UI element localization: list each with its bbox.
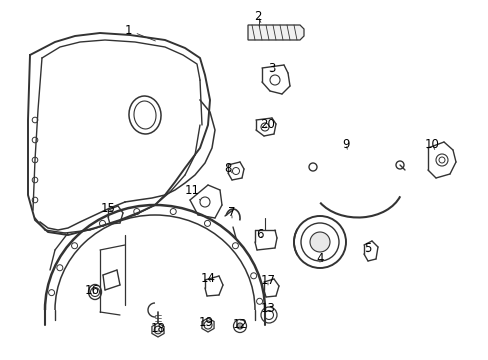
Text: 9: 9 (342, 138, 349, 150)
Circle shape (237, 323, 243, 329)
Text: 19: 19 (198, 315, 213, 328)
Text: 7: 7 (228, 207, 235, 220)
Text: 1: 1 (124, 23, 155, 41)
Circle shape (309, 232, 329, 252)
Text: 18: 18 (150, 321, 165, 334)
Text: 2: 2 (254, 9, 261, 22)
Text: 4: 4 (316, 252, 323, 265)
Text: 20: 20 (260, 117, 275, 130)
Polygon shape (247, 25, 304, 40)
Text: 5: 5 (364, 242, 371, 255)
Text: 6: 6 (256, 228, 263, 240)
Text: 17: 17 (260, 274, 275, 287)
Text: 10: 10 (424, 138, 439, 150)
Text: 3: 3 (268, 62, 275, 75)
Text: 11: 11 (184, 184, 200, 200)
Polygon shape (152, 323, 164, 337)
Text: 16: 16 (84, 284, 99, 297)
Text: 14: 14 (200, 271, 215, 284)
Polygon shape (202, 318, 214, 332)
Text: 12: 12 (232, 318, 247, 330)
Text: 8: 8 (224, 162, 232, 175)
Text: 13: 13 (260, 302, 275, 315)
Text: 15: 15 (101, 202, 115, 215)
